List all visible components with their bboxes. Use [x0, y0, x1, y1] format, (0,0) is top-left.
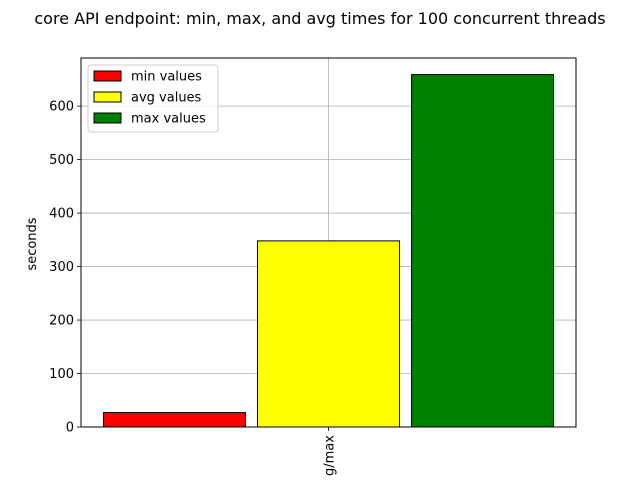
y-tick-label: 0 — [66, 421, 74, 436]
bar-min-values — [103, 412, 246, 428]
legend-swatch-min-values — [93, 70, 122, 82]
bars — [103, 74, 554, 428]
y-axis-label: seconds — [25, 217, 40, 270]
bar-avg-values — [257, 240, 400, 428]
legend-swatch-avg-values — [93, 91, 122, 103]
bar-max-values — [411, 74, 554, 428]
y-tick-label: 500 — [49, 153, 74, 168]
legend-swatch-max-values — [93, 112, 122, 124]
chart-title: core API endpoint: min, max, and avg tim… — [34, 9, 605, 28]
legend-label-min-values: min values — [131, 70, 202, 85]
y-tick-label: 300 — [49, 260, 74, 275]
x-tick-label: g/max — [323, 435, 338, 476]
legend-label-avg-values: avg values — [131, 91, 202, 106]
axes — [77, 57, 577, 431]
y-tick-label: 100 — [49, 367, 74, 382]
y-tick-label: 200 — [49, 314, 74, 329]
y-tick-label: 600 — [49, 100, 74, 115]
legend: min values avg values max values — [87, 64, 219, 133]
tick-labels: 0 100 200 300 400 500 600 g/max — [49, 100, 337, 476]
legend-label-max-values: max values — [131, 112, 206, 127]
y-tick-label: 400 — [49, 207, 74, 222]
